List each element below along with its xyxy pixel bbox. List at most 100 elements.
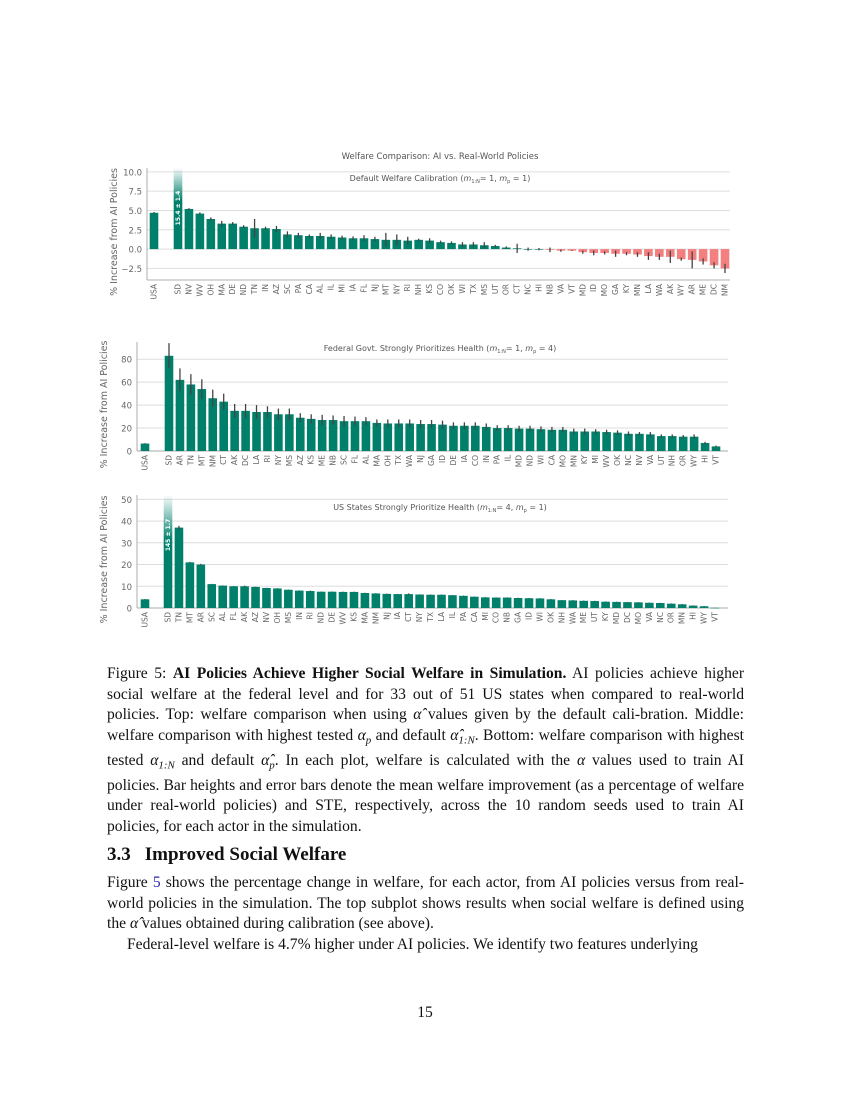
bar-co: [471, 425, 480, 451]
subtitle-segment: 1:N: [471, 179, 480, 185]
bar-nj: [370, 239, 380, 250]
bar-nb: [502, 597, 512, 608]
bar-mo: [634, 602, 643, 608]
x-tick-label: SC: [283, 284, 292, 294]
x-tick-label: AL: [361, 454, 370, 464]
x-tick-label: VA: [556, 283, 565, 294]
x-tick-label: OR: [679, 455, 688, 466]
bar-ak: [230, 410, 239, 451]
bar-ri: [403, 240, 413, 250]
x-tick-label: MD: [578, 284, 587, 296]
bar-nc: [656, 603, 665, 608]
x-tick-label: MI: [338, 284, 347, 293]
bar-pa: [492, 428, 502, 451]
x-tick-label: DE: [228, 284, 237, 295]
bar-ri: [305, 591, 315, 608]
x-tick-label: CA: [547, 454, 556, 465]
x-tick-label: FL: [350, 454, 359, 463]
figure-link[interactable]: 5: [152, 874, 161, 891]
bar-va: [645, 602, 654, 608]
x-tick-label: WV: [195, 283, 204, 296]
x-tick-label: WY: [700, 612, 709, 624]
bar-ct: [404, 594, 413, 608]
section-number: 3.3: [107, 844, 131, 865]
bar-ak: [240, 586, 249, 608]
bar-ct: [219, 401, 228, 451]
bar-hi: [688, 605, 698, 608]
subtitle-segment: m: [489, 344, 497, 353]
x-tick-label: OH: [273, 612, 282, 624]
x-tick-label: NB: [503, 612, 512, 623]
y-tick-label: 20: [121, 561, 132, 571]
bar-dc: [241, 410, 250, 451]
x-tick-label: VA: [645, 611, 654, 622]
subtitle-segment: m: [480, 503, 488, 512]
x-tick-label: NY: [392, 284, 401, 295]
x-tick-label: DC: [710, 284, 719, 295]
x-tick-label: AR: [196, 612, 205, 622]
bar-sd: [163, 495, 173, 608]
bar-ca: [304, 235, 314, 250]
x-tick-label: MA: [360, 611, 369, 623]
x-tick-label: MI: [591, 455, 600, 464]
x-tick-label: NY: [415, 612, 424, 623]
subtitle-segment: p: [533, 349, 536, 355]
x-tick-label: OK: [447, 283, 456, 295]
x-tick-label: RI: [403, 284, 412, 291]
x-tick-label: IN: [482, 455, 491, 463]
bar-fl: [350, 421, 360, 451]
subtitle-segment: m: [464, 174, 472, 183]
x-tick-label: WY: [690, 455, 699, 467]
text-segment: α: [150, 751, 159, 769]
subtitle-segment: m: [499, 174, 507, 183]
bar-wy: [689, 436, 699, 451]
bar-de: [449, 425, 458, 451]
x-tick-label: MN: [569, 455, 578, 467]
bar-ca: [547, 429, 557, 451]
bar-md: [612, 601, 621, 608]
x-tick-label: NC: [656, 612, 665, 623]
body-text: Figure 5 shows the percentage change in …: [107, 873, 744, 955]
subtitle-segment: = 1): [527, 503, 547, 512]
subtitle-segment: m: [525, 344, 533, 353]
x-tick-label: MA: [372, 454, 381, 466]
y-axis-label: % Increase from AI Policies: [99, 341, 110, 469]
text-segment: α̂: [129, 915, 139, 933]
x-tick-label: AK: [240, 611, 249, 622]
bar-hi: [700, 442, 710, 451]
bar-ma: [217, 223, 227, 250]
bar-ks: [349, 591, 359, 608]
text-segment: values given by the default cali-bration…: [107, 706, 745, 744]
x-tick-label: GA: [611, 283, 620, 295]
chart-subtitle: US States Strongly Prioritize Health (m1…: [333, 503, 547, 514]
subtitle-segment: = 1,: [506, 344, 525, 353]
x-tick-label: HI: [535, 284, 544, 292]
bar-oh: [383, 423, 393, 451]
bar-ky: [601, 601, 610, 608]
bar-wv: [338, 591, 348, 608]
bar-mi: [480, 597, 490, 608]
x-tick-label: ID: [589, 284, 598, 292]
x-tick-label: KS: [349, 612, 358, 622]
x-tick-label: IL: [327, 283, 336, 290]
bar-nb: [328, 420, 338, 451]
x-tick-label: MT: [197, 455, 206, 466]
y-tick-label: 2.5: [128, 226, 142, 236]
x-tick-label: MO: [600, 284, 609, 296]
bar-wi: [535, 598, 545, 608]
x-tick-label: SC: [207, 612, 216, 622]
bar-usa: [140, 443, 150, 451]
text-segment: and default: [371, 726, 451, 744]
x-tick-label: WV: [339, 611, 348, 624]
bar-nv: [635, 433, 644, 451]
subtitle-segment: p: [524, 508, 527, 514]
bar-ok: [447, 242, 456, 250]
x-tick-label: NM: [721, 284, 730, 296]
x-tick-label: TN: [186, 455, 195, 466]
text-segment: 1:N: [458, 734, 475, 747]
bar-wy: [676, 249, 686, 260]
chart-3: 0 10 20 30 40 50 % Increase from AI Policies US…: [99, 495, 728, 628]
bar-ks: [425, 240, 434, 250]
x-tick-label: PA: [294, 283, 303, 293]
bar-ok: [613, 432, 622, 451]
